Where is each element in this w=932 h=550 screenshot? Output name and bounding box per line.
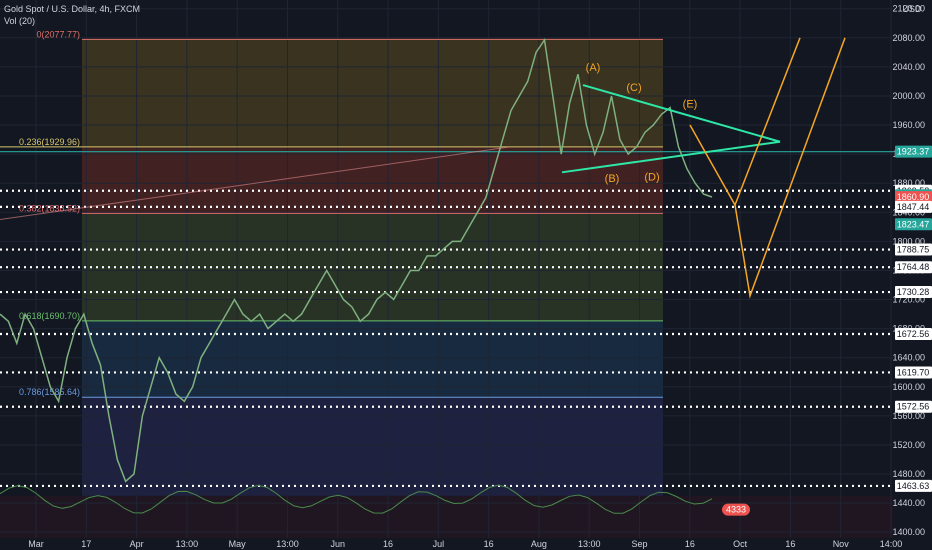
x-tick-label: Aug bbox=[531, 539, 547, 549]
fib-zone bbox=[82, 397, 663, 496]
chart-title: Gold Spot / U.S. Dollar, 4h, FXCM bbox=[4, 4, 140, 14]
x-tick-label: 16 bbox=[484, 539, 494, 549]
y-tick-label: 1800.00 bbox=[892, 236, 925, 246]
x-tick-label: 16 bbox=[383, 539, 393, 549]
x-tick-label: May bbox=[229, 539, 247, 549]
price-tag-bg bbox=[895, 400, 932, 413]
price-tag-label: 1764.48 bbox=[897, 262, 930, 272]
wave-label: (D) bbox=[644, 171, 659, 183]
x-tick-label: 17 bbox=[81, 539, 91, 549]
volume-badge-bg bbox=[722, 503, 750, 516]
x-tick-label: Oct bbox=[733, 539, 748, 549]
y-tick-label: 1560.00 bbox=[892, 411, 925, 421]
fib-zone bbox=[82, 320, 663, 398]
fib-label: 0.786(1585.64) bbox=[19, 387, 80, 397]
y-axis-panel bbox=[893, 0, 932, 550]
y-tick-label: 1640.00 bbox=[892, 353, 925, 363]
x-tick-label: 16 bbox=[785, 539, 795, 549]
y-tick-label: 1520.00 bbox=[892, 440, 925, 450]
price-tag-label: 1619.70 bbox=[897, 367, 930, 377]
wave-label: (A) bbox=[586, 62, 601, 74]
price-tag-label: 1788.75 bbox=[897, 245, 930, 255]
price-tag-bg bbox=[895, 243, 932, 256]
x-tick-label: 13:00 bbox=[276, 539, 299, 549]
wave-label: (E) bbox=[683, 99, 698, 111]
wave-label: (B) bbox=[605, 173, 620, 185]
y-tick-label: 1480.00 bbox=[892, 469, 925, 479]
x-tick-label: Jul bbox=[433, 539, 445, 549]
wave-label: (C) bbox=[626, 82, 641, 94]
x-tick-label: 14:00 bbox=[880, 539, 903, 549]
fib-label: 0.618(1690.70) bbox=[19, 311, 80, 321]
price-tag-bg bbox=[895, 191, 932, 204]
fib-label: 0.236(1929.96) bbox=[19, 137, 80, 147]
x-tick-label: Apr bbox=[130, 539, 144, 549]
price-tag-label: 1463.63 bbox=[897, 481, 930, 491]
volume-badge: 4333 bbox=[726, 505, 746, 515]
fib-label: 0.382(1838.52) bbox=[19, 203, 80, 213]
y-tick-label: 2120.00 bbox=[892, 4, 925, 14]
price-tag-bg bbox=[895, 261, 932, 274]
triangle-upper bbox=[582, 84, 781, 143]
x-axis-panel bbox=[0, 538, 932, 550]
x-tick-label: 13:00 bbox=[578, 539, 601, 549]
price-tag-bg bbox=[895, 328, 932, 341]
y-tick-label: 1400.00 bbox=[892, 527, 925, 537]
price-tag-label: 1823.47 bbox=[897, 219, 930, 229]
y-tick-label: 1600.00 bbox=[892, 382, 925, 392]
price-series-line bbox=[0, 37, 713, 483]
x-tick-label: 16 bbox=[685, 539, 695, 549]
volume-area bbox=[0, 495, 893, 538]
y-tick-label: 2000.00 bbox=[892, 91, 925, 101]
triangle-lower bbox=[561, 140, 781, 174]
price-tag-bg bbox=[895, 366, 932, 379]
fib-zone bbox=[82, 146, 663, 214]
price-tag-label: 1572.56 bbox=[897, 402, 930, 412]
y-tick-label: 1440.00 bbox=[892, 498, 925, 508]
trend-line bbox=[0, 146, 511, 221]
price-tag-label: 1730.28 bbox=[897, 287, 930, 297]
y-tick-label: 1720.00 bbox=[892, 295, 925, 305]
price-tag-label: 1847.44 bbox=[897, 202, 930, 212]
x-tick-label: Nov bbox=[833, 539, 850, 549]
price-tag-bg bbox=[895, 145, 932, 158]
y-tick-label: 1880.00 bbox=[892, 178, 925, 188]
price-tag-label: 1860.90 bbox=[897, 192, 930, 202]
price-tag-bg bbox=[895, 200, 932, 213]
price-tag-bg bbox=[895, 479, 932, 492]
currency-label: USD bbox=[902, 4, 922, 14]
y-tick-label: 2080.00 bbox=[892, 33, 925, 43]
y-tick-label: 2040.00 bbox=[892, 62, 925, 72]
price-tag-bg bbox=[895, 218, 932, 231]
x-tick-label: Jun bbox=[331, 539, 346, 549]
price-tag-label: 1923.37 bbox=[897, 147, 930, 157]
y-tick-label: 1960.00 bbox=[892, 120, 925, 130]
projection-arrow bbox=[734, 37, 846, 299]
x-tick-label: Mar bbox=[28, 539, 44, 549]
price-tag-label: 1672.56 bbox=[897, 329, 930, 339]
fib-zone bbox=[82, 39, 663, 147]
volume-line bbox=[0, 484, 713, 514]
volume-indicator-label: Vol (20) bbox=[4, 16, 35, 26]
x-tick-label: Sep bbox=[632, 539, 648, 549]
fib-label: 0(2077.77) bbox=[36, 29, 80, 39]
price-tag-bg bbox=[895, 286, 932, 299]
x-tick-label: 13:00 bbox=[176, 539, 199, 549]
